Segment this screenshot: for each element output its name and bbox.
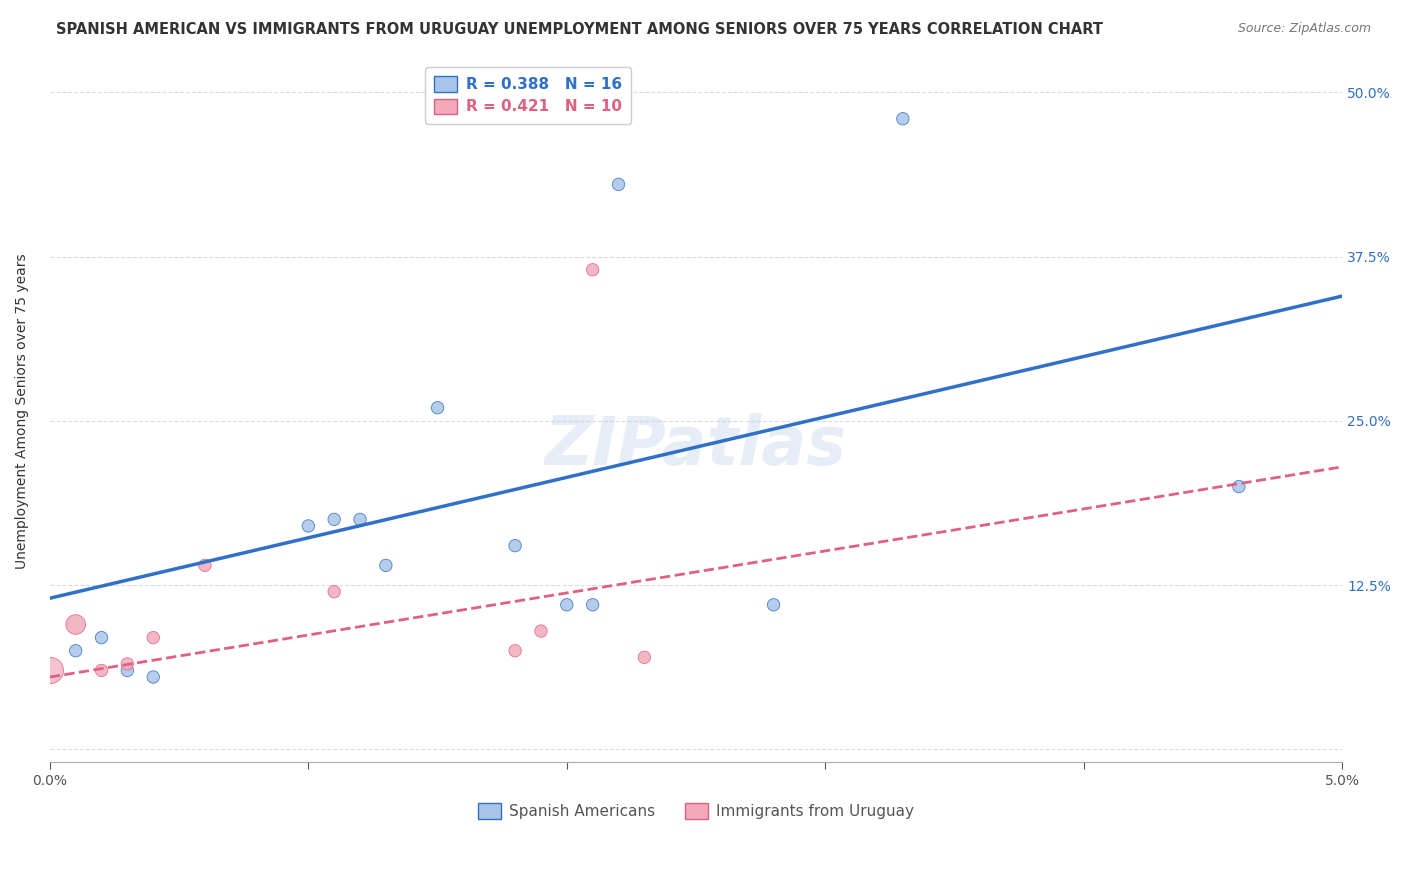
Point [426, 401, 449, 415]
Text: ZIPatlas: ZIPatlas [546, 413, 846, 479]
Point [117, 664, 139, 678]
Point [633, 650, 655, 665]
Text: SPANISH AMERICAN VS IMMIGRANTS FROM URUGUAY UNEMPLOYMENT AMONG SENIORS OVER 75 Y: SPANISH AMERICAN VS IMMIGRANTS FROM URUG… [56, 22, 1104, 37]
Point [530, 624, 553, 638]
Point [582, 262, 605, 277]
Point [349, 512, 371, 526]
Point [142, 631, 165, 645]
Point [90, 631, 112, 645]
Y-axis label: Unemployment Among Seniors over 75 years: Unemployment Among Seniors over 75 years [15, 253, 30, 569]
Point [503, 539, 526, 553]
Point [1227, 479, 1250, 493]
Point [194, 558, 217, 573]
Point [607, 178, 630, 192]
Text: Source: ZipAtlas.com: Source: ZipAtlas.com [1237, 22, 1371, 36]
Point [90, 664, 112, 678]
Point [503, 644, 526, 658]
Point [297, 519, 319, 533]
Legend: Spanish Americans, Immigrants from Uruguay: Spanish Americans, Immigrants from Urugu… [472, 797, 920, 825]
Point [65, 644, 87, 658]
Point [891, 112, 914, 126]
Point [582, 598, 605, 612]
Point [142, 670, 165, 684]
Point [65, 617, 87, 632]
Point [323, 512, 346, 526]
Point [323, 584, 346, 599]
Point [374, 558, 396, 573]
Point [762, 598, 785, 612]
Point [117, 657, 139, 671]
Point [555, 598, 578, 612]
Point [38, 664, 60, 678]
